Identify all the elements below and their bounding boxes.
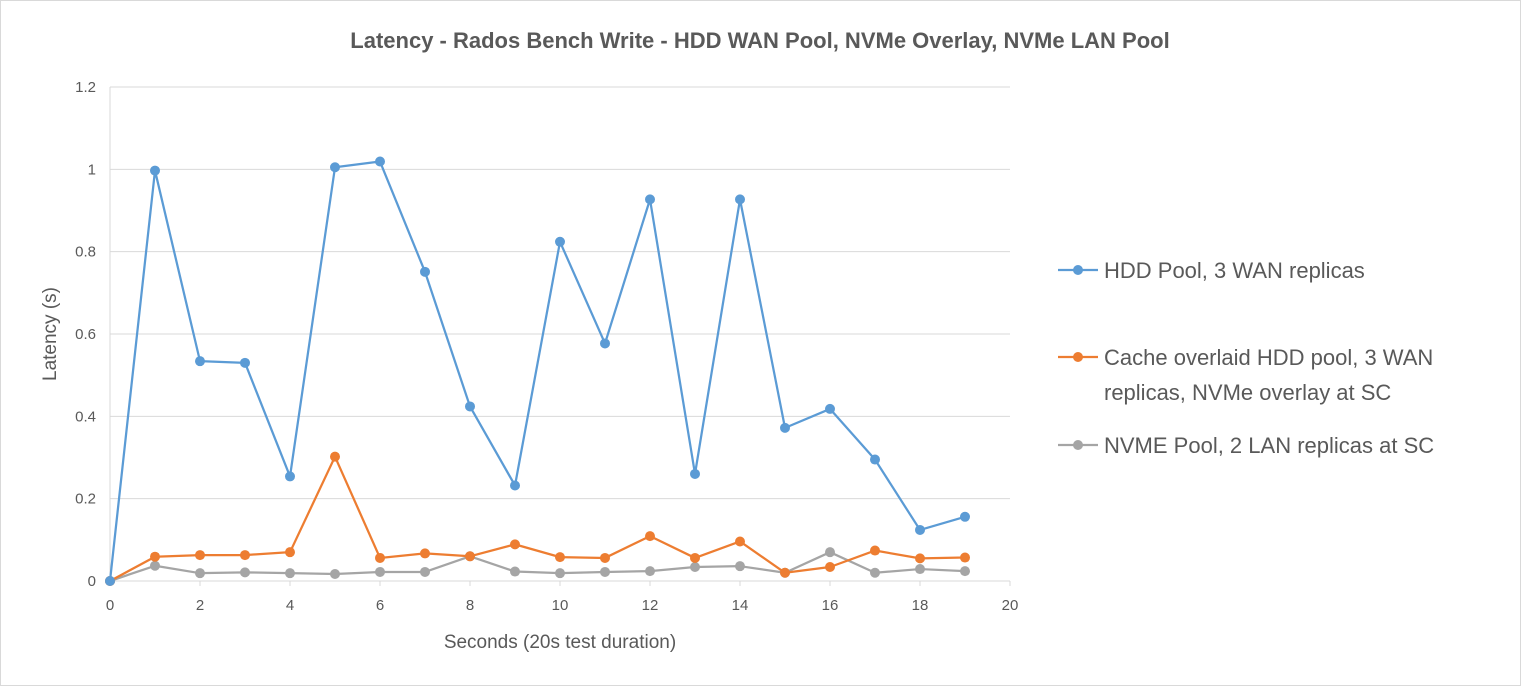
data-point	[555, 568, 565, 579]
gridlines	[110, 86, 1010, 500]
data-point	[960, 511, 970, 522]
data-point	[330, 162, 340, 173]
data-point	[510, 539, 520, 550]
x-tick-label: 4	[286, 597, 294, 614]
x-tick-label: 20	[1002, 597, 1019, 614]
data-point	[600, 338, 610, 349]
data-point	[195, 550, 205, 561]
x-tick-label: 2	[196, 597, 204, 614]
data-point	[285, 471, 295, 482]
data-point	[645, 531, 655, 542]
data-point	[285, 568, 295, 579]
x-tick-label: 14	[732, 597, 749, 614]
data-point	[825, 547, 835, 558]
data-point	[780, 422, 790, 433]
y-tick-label: 0.2	[75, 491, 96, 508]
y-tick-label: 0	[88, 573, 96, 590]
data-point	[915, 564, 925, 575]
data-point	[870, 454, 880, 465]
data-point	[915, 553, 925, 564]
data-point	[555, 552, 565, 563]
data-point	[735, 536, 745, 547]
legend-marker	[1073, 352, 1083, 362]
data-point	[735, 194, 745, 205]
data-point	[240, 550, 250, 561]
y-tick-label: 0.8	[75, 244, 96, 261]
data-point	[960, 552, 970, 563]
data-point	[555, 236, 565, 247]
data-point	[150, 551, 160, 562]
data-point	[240, 567, 250, 578]
data-point	[600, 552, 610, 563]
data-point	[600, 566, 610, 577]
legend: HDD Pool, 3 WAN replicas Cache overlaid H…	[1058, 258, 1434, 458]
x-tick-label: 16	[822, 597, 839, 614]
series-line	[108, 455, 967, 583]
data-point	[375, 156, 385, 167]
legend-label: replicas, NVMe overlay at SC	[1104, 380, 1391, 405]
legend-marker	[1073, 440, 1083, 450]
data-point	[825, 562, 835, 573]
data-point	[780, 567, 790, 578]
data-point	[150, 165, 160, 176]
series-1	[105, 156, 970, 586]
data-point	[375, 552, 385, 563]
data-point	[960, 566, 970, 577]
data-point	[465, 401, 475, 412]
series-lines	[105, 156, 970, 586]
data-point	[420, 266, 430, 277]
axes: 0 0.2 0.4 0.6 0.8 1 1.2 0 2 4 6 8 10 12 14 16 18 20	[75, 79, 1018, 614]
data-point	[735, 561, 745, 572]
legend-label: Cache overlaid HDD pool, 3 WAN	[1104, 345, 1433, 370]
data-point	[240, 357, 250, 368]
data-point	[645, 194, 655, 205]
data-point	[150, 560, 160, 571]
y-tick-label: 1.2	[75, 79, 96, 96]
x-tick-label: 8	[466, 597, 474, 614]
data-point	[330, 451, 340, 462]
legend-item-2: Cache overlaid HDD pool, 3 WAN replicas, …	[1058, 345, 1433, 405]
data-point	[285, 547, 295, 558]
data-point	[105, 576, 115, 586]
x-tick-label: 10	[552, 597, 569, 614]
series-2	[105, 451, 970, 586]
x-axis-title: Seconds (20s test duration)	[444, 632, 676, 653]
series-line	[108, 551, 967, 583]
series-3	[105, 547, 970, 586]
data-point	[690, 552, 700, 563]
data-point	[465, 551, 475, 562]
data-point	[330, 569, 340, 580]
x-tick-label: 0	[106, 597, 114, 614]
y-axis-title: Latency (s)	[40, 287, 61, 381]
data-point	[420, 566, 430, 577]
legend-label: NVME Pool, 2 LAN replicas at SC	[1104, 433, 1434, 458]
y-tick-label: 0.6	[75, 326, 96, 343]
legend-marker	[1073, 265, 1083, 275]
x-tick-label: 6	[376, 597, 384, 614]
data-point	[645, 566, 655, 577]
data-point	[195, 356, 205, 367]
data-point	[375, 566, 385, 577]
data-point	[915, 524, 925, 535]
data-point	[870, 545, 880, 556]
x-tick-label: 12	[642, 597, 659, 614]
legend-item-3: NVME Pool, 2 LAN replicas at SC	[1058, 433, 1434, 458]
data-point	[510, 480, 520, 491]
series-line	[108, 160, 967, 583]
data-point	[825, 403, 835, 414]
data-point	[870, 567, 880, 578]
y-tick-label: 0.4	[75, 408, 96, 425]
data-point	[420, 548, 430, 559]
data-point	[195, 568, 205, 579]
y-tick-label: 1	[88, 161, 96, 178]
data-point	[690, 468, 700, 479]
legend-item-1: HDD Pool, 3 WAN replicas	[1058, 258, 1365, 283]
data-point	[690, 562, 700, 573]
legend-label: HDD Pool, 3 WAN replicas	[1104, 258, 1365, 283]
x-tick-label: 18	[912, 597, 929, 614]
chart-title: Latency - Rados Bench Write - HDD WAN Po…	[350, 28, 1169, 53]
data-point	[510, 566, 520, 577]
